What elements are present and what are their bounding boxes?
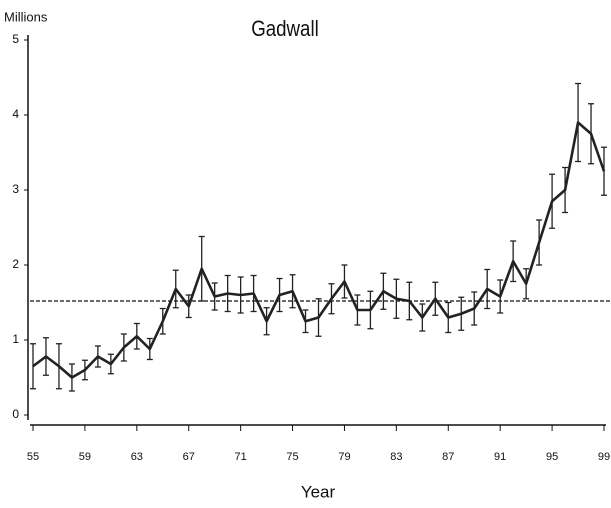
y-axis-label: Millions — [4, 9, 48, 24]
x-tick-label: 55 — [27, 451, 39, 463]
x-tick-label: 75 — [286, 451, 298, 463]
x-tick-label: 67 — [183, 451, 195, 463]
x-tick-label: 95 — [546, 451, 558, 463]
x-tick-label: 91 — [494, 451, 506, 463]
x-axis-label: Year — [301, 482, 336, 501]
data-line — [32, 121, 606, 379]
chart-title: Gadwall — [251, 17, 319, 41]
y-tick-label: 0 — [12, 407, 19, 421]
x-tick-label: 71 — [235, 451, 247, 463]
y-tick-label: 4 — [12, 107, 19, 121]
x-tick-label: 59 — [79, 451, 91, 463]
x-tick-label: 99 — [598, 451, 610, 463]
y-tick-label: 1 — [12, 332, 19, 346]
x-tick-label: 63 — [131, 451, 143, 463]
x-tick-label: 87 — [442, 451, 454, 463]
y-tick-label: 2 — [12, 257, 19, 271]
y-tick-label: 5 — [12, 32, 19, 46]
x-tick-label: 83 — [390, 451, 402, 463]
x-tick-label: 79 — [338, 451, 350, 463]
y-tick-label: 3 — [12, 182, 19, 196]
